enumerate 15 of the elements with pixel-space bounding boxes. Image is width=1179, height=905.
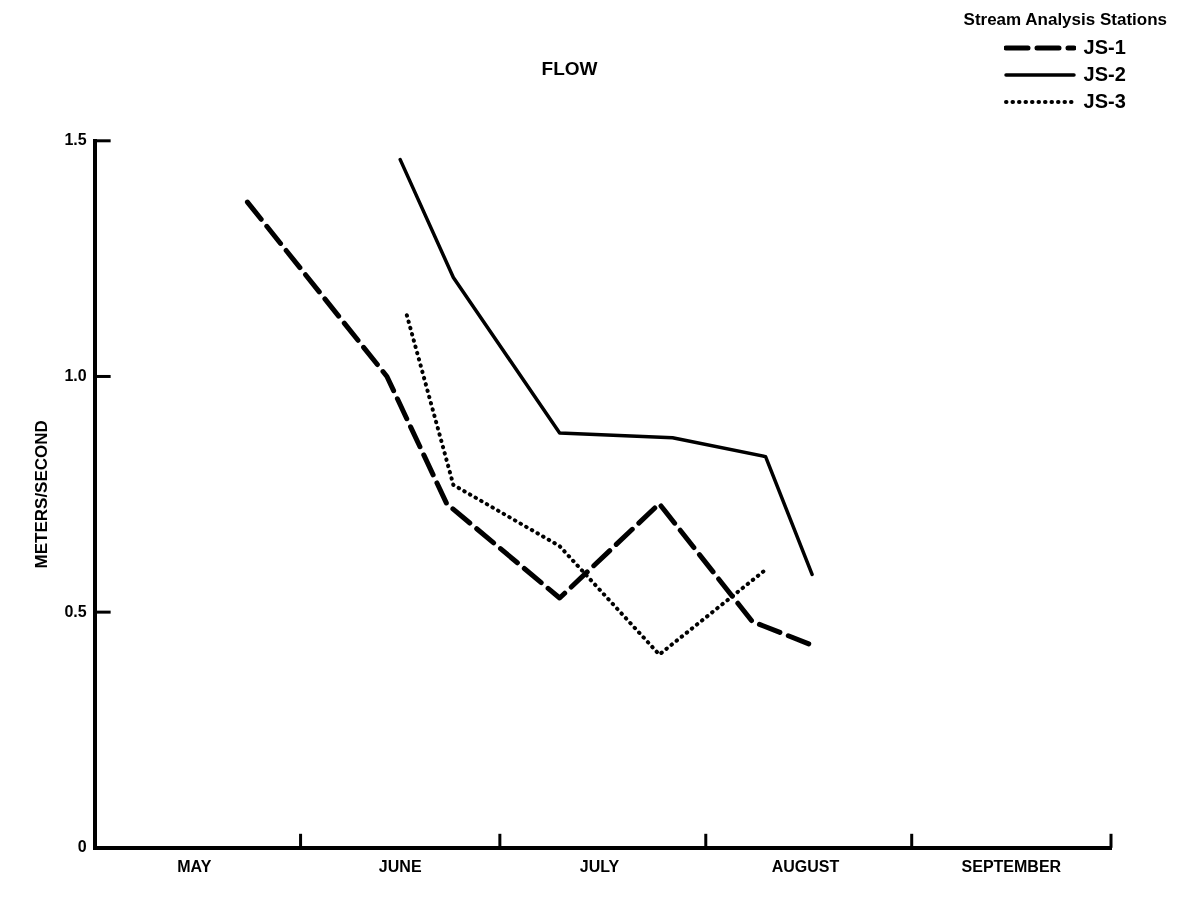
y-tick-label: 0	[77, 838, 87, 856]
y-tick-label: 1.5	[64, 131, 87, 149]
x-tick-label: SEPTEMBER	[961, 857, 1062, 875]
x-tick-label: AUGUST	[771, 857, 840, 875]
legend-label: JS-1	[1083, 36, 1126, 59]
chart-title: FLOW	[541, 57, 598, 79]
x-tick-label: JULY	[579, 857, 620, 875]
y-tick-label: 1.0	[64, 366, 87, 384]
legend-label: JS-2	[1083, 63, 1126, 86]
y-axis-title: METERS/SECOND	[31, 420, 51, 569]
x-tick-label: JUNE	[378, 857, 422, 875]
legend-label: JS-3	[1083, 90, 1126, 113]
y-tick-label: 0.5	[64, 602, 87, 620]
legend-title: Stream Analysis Stations	[963, 10, 1167, 30]
x-tick-label: MAY	[177, 857, 212, 875]
